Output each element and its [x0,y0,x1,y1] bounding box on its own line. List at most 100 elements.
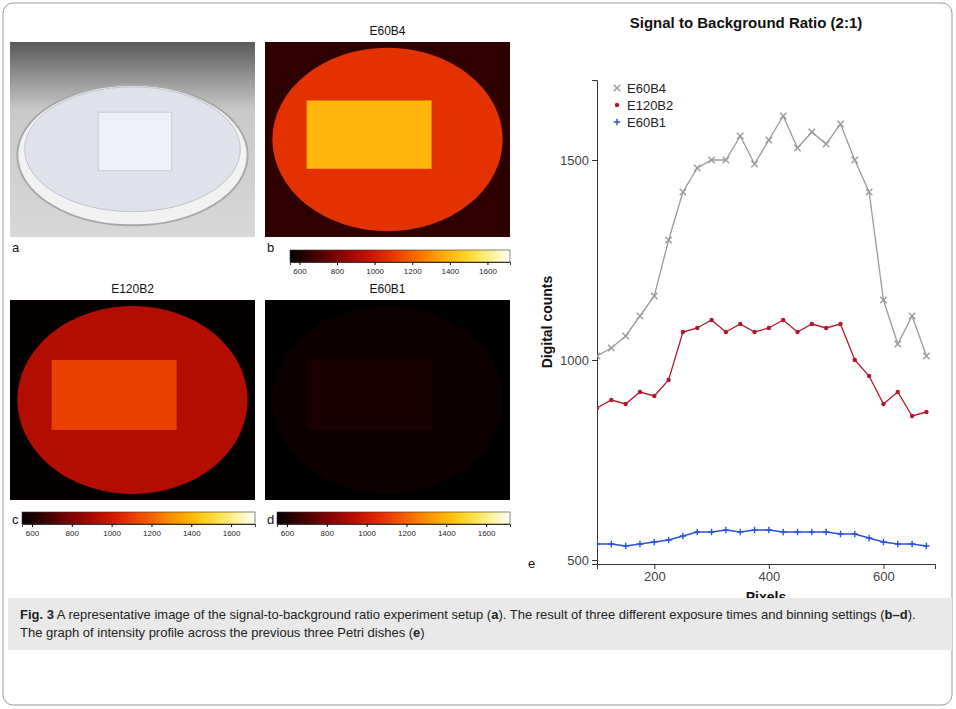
colorbar-tick-mark [486,524,487,527]
series-marker [652,394,656,398]
colorbar-tick: 800 [66,524,80,538]
colorbar-tick-mark [231,524,232,527]
series-marker [737,133,743,139]
y-tick: 1500 [560,153,597,168]
colorbar-tick-mark [375,262,376,265]
series-marker [724,330,728,334]
series-marker [824,326,828,330]
panel-letter: c [12,512,19,527]
colorbar-tick-mark [72,524,73,527]
heatmap-background [265,300,510,500]
colorbar-tick: 600 [293,262,307,276]
series-marker [852,157,858,163]
colorbar-tick-label: 1400 [441,267,459,276]
colorbar-tick-label: 1200 [398,529,416,538]
panel-title: E60B4 [369,24,405,38]
colorbar-tick-label: 1200 [404,267,422,276]
colorbar-tick: 1400 [438,524,456,538]
heatmap-panel: E60B16008001000120014001600 [265,282,511,538]
legend-marker [614,119,620,125]
series-line [597,320,926,416]
series-marker [867,374,871,378]
heatmap-sample [307,360,432,430]
colorbar-tick-label: 600 [26,529,40,538]
colorbar-tick: 600 [281,524,295,538]
caption-text: e [413,625,420,640]
colorbar-tick-label: 600 [281,529,295,538]
colorbar-tick-mark [287,524,288,527]
legend: E60B4E120B2E60B1 [614,81,673,130]
colorbar-axis-line [291,263,511,266]
panel-title: E120B2 [111,282,154,296]
colorbar-tick: 1200 [143,524,161,538]
y-axis: 50010001500 [560,81,597,568]
series-marker [909,541,915,547]
series-marker [823,529,829,535]
colorbar-tick-mark [412,262,413,265]
colorbar [22,512,255,524]
colorbar-tick: 1600 [478,524,496,538]
series-marker [866,535,872,541]
legend-label: E120B2 [627,98,673,113]
heatmap-background [265,42,510,237]
petri-dish-rim [17,85,247,225]
series-line [597,116,926,356]
caption-text: b–d [885,607,908,622]
series-marker [651,539,657,545]
colorbar-tick: 1400 [183,524,201,538]
series-marker [622,333,628,339]
series-marker [751,161,757,167]
colorbar-tick-mark [112,524,113,527]
series-marker [694,529,700,535]
y-axis-title: Digital counts [539,276,555,369]
series-marker [823,141,829,147]
panel-title: E60B1 [369,282,405,296]
colorbar-tick: 600 [26,524,40,538]
series-marker [609,398,613,402]
series-marker [665,537,671,543]
legend-label: E60B4 [627,81,666,96]
series-line [597,530,926,546]
colorbar-tick-label: 800 [321,529,335,538]
y-tick: 500 [567,553,597,568]
colorbar-tick: 800 [331,262,345,276]
heatmap-dish [272,306,502,494]
x-tick: 200 [644,564,666,584]
series-marker [809,529,815,535]
x-tick-label: 400 [759,569,781,584]
x-tick-label: 600 [873,569,895,584]
colorbar-tick-mark [446,524,447,527]
colorbar-tick: 1000 [366,262,384,276]
photo-panel [10,42,255,237]
y-tick-mark [592,360,597,361]
colorbar-tick-mark [327,524,328,527]
colorbar-tick-label: 800 [331,267,345,276]
photo-background [10,42,255,237]
colorbar-tick: 1000 [103,524,121,538]
figure-frame [3,3,952,705]
colorbar-tick-mark [450,262,451,265]
panel-letter: b [267,240,274,255]
series-marker [910,414,914,418]
colorbar-tick-label: 1400 [438,529,456,538]
series-marker [723,157,729,163]
series-marker [637,313,643,319]
series-marker [837,121,843,127]
colorbar-tick-label: 1200 [143,529,161,538]
series-marker [638,390,642,394]
series-marker [837,531,843,537]
y-tick-label: 500 [567,553,589,568]
series-marker [666,378,670,382]
series-marker [681,330,685,334]
series-marker [623,402,627,406]
legend-marker [614,85,620,91]
series-marker [694,165,700,171]
series-marker [794,145,800,151]
colorbar-tick: 1200 [404,262,422,276]
colorbar-axis: 6008001000120014001600 [23,524,256,538]
colorbar-tick: 1600 [479,262,497,276]
colorbar [277,512,510,524]
series-marker [866,189,872,195]
series-marker [738,322,742,326]
series-marker [838,322,842,326]
